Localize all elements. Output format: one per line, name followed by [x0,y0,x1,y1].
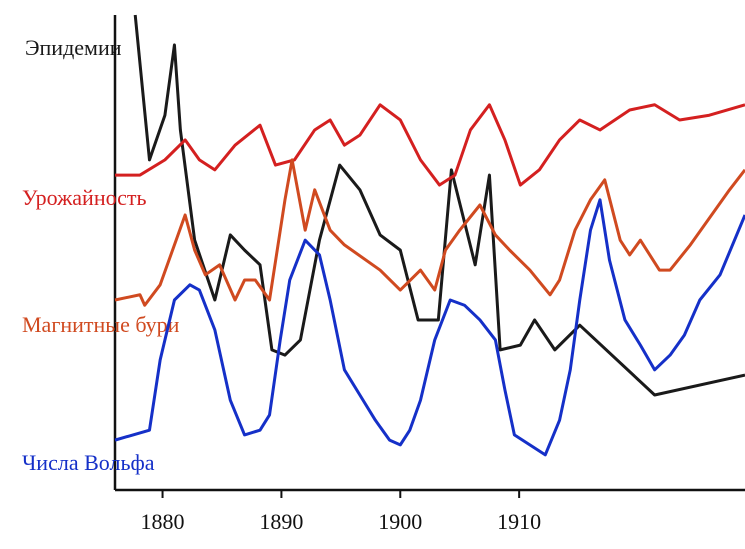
x-tick-label: 1890 [259,509,303,534]
series-line [115,103,745,187]
series-label: Магнитные бури [22,312,180,337]
series-line [133,14,745,397]
x-tick-label: 1900 [378,509,422,534]
x-tick-label: 1910 [497,509,541,534]
series-label: Эпидемии [25,35,122,60]
x-tick-label: 1880 [141,509,185,534]
series-line [114,158,745,307]
series-label: Урожайность [22,185,147,210]
series-line [114,198,745,457]
series-label: Числа Вольфа [22,450,155,475]
